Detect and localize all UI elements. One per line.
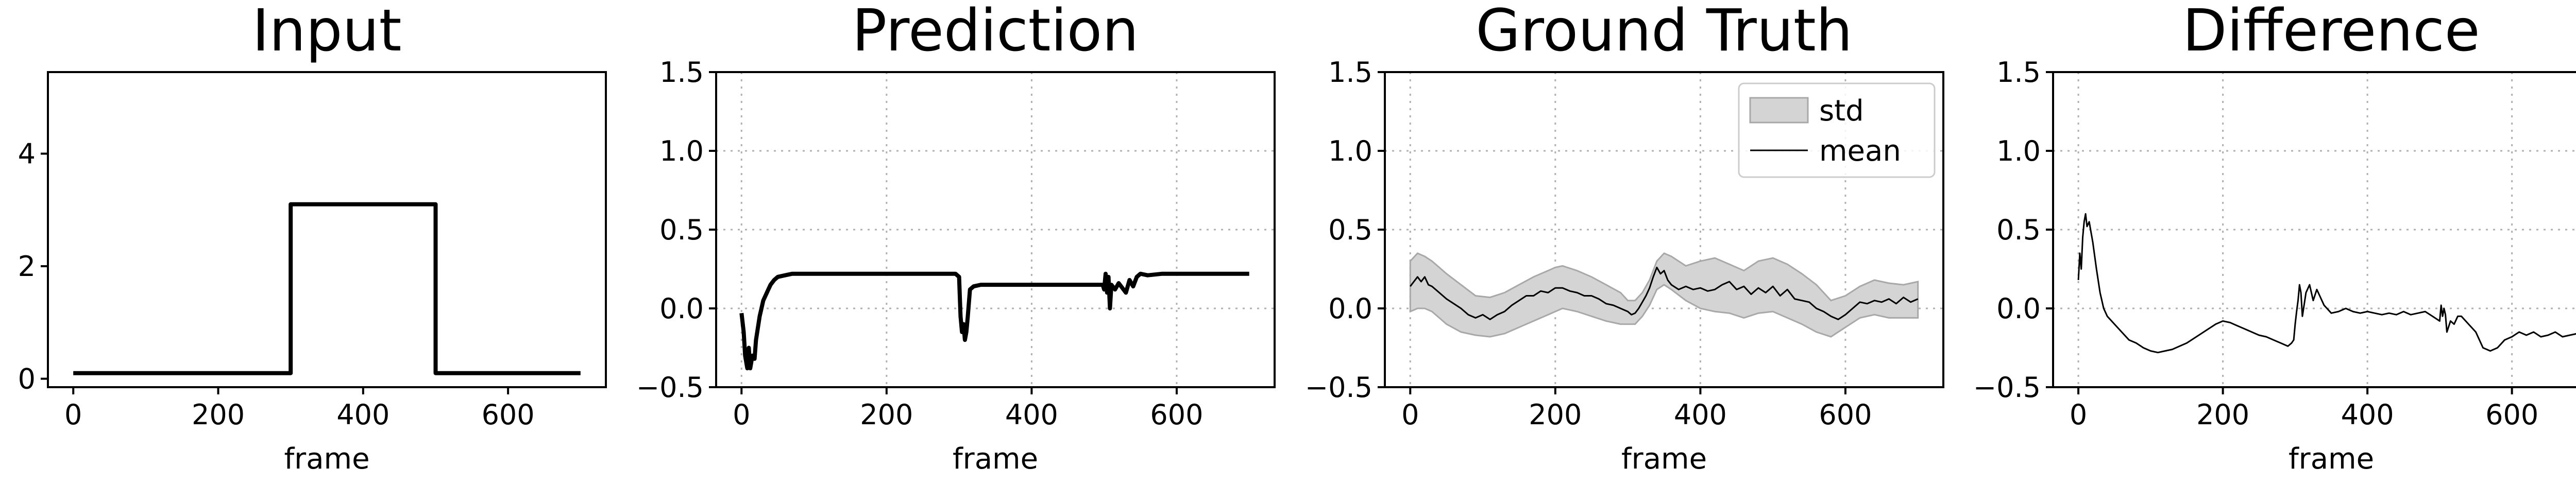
x-tick-label: 600 [2485, 399, 2538, 431]
x-tick-label: 600 [482, 399, 535, 431]
chart-panel-3: 0 200 400 600 −0.5 0.0 0.5 1.0 1.5 Ground Truth fr… [1305, 0, 1944, 476]
chart-title: Prediction [852, 0, 1139, 64]
x-tick-label: 400 [2341, 399, 2394, 431]
chart-title: Input [252, 0, 401, 64]
y-tick-label: 0 [18, 363, 36, 395]
x-axis-label: frame [2289, 442, 2374, 476]
plot-frame [715, 71, 1276, 388]
y-tick-label: 0.0 [1996, 292, 2041, 325]
x-tick-label: 400 [1005, 399, 1058, 431]
legend-std-swatch [1749, 97, 1809, 124]
chart-panel-4: 0 200 400 600 −0.5 0.0 0.5 1.0 1.5 Difference fram… [1973, 0, 2576, 476]
data-line [739, 271, 1249, 371]
chart-panel-2: 0 200 400 600 −0.5 0.0 0.5 1.0 1.5 Prediction fram… [636, 0, 1276, 476]
chart-panel-1: 0 200 400 600 0 2 4 Input frame [18, 0, 607, 476]
y-tick-label: −0.5 [1973, 371, 2041, 404]
data-line [73, 202, 581, 375]
y-tick-label: 1.0 [1328, 135, 1372, 167]
legend-label-mean: mean [1819, 134, 1901, 168]
y-tick-label: 0.5 [659, 214, 704, 246]
chart-title: Difference [2182, 0, 2480, 64]
y-tick-label: 0.0 [1328, 292, 1372, 325]
y-tick-label: 0.5 [1996, 214, 2041, 246]
x-axis-label: frame [1621, 442, 1707, 476]
y-tick-label: 2 [18, 250, 36, 283]
y-tick-label: 1.5 [659, 56, 704, 89]
x-axis-label: frame [284, 442, 369, 476]
y-tick-label: 1.0 [659, 135, 704, 167]
x-tick-label: 200 [2196, 399, 2249, 431]
x-axis-label: frame [953, 442, 1038, 476]
x-tick-label: 0 [1401, 399, 1419, 431]
x-tick-label: 200 [1529, 399, 1582, 431]
legend-label-std: std [1819, 94, 1864, 128]
legend: std mean [1738, 82, 1936, 178]
x-tick-label: 600 [1819, 399, 1872, 431]
x-tick-label: 400 [336, 399, 389, 431]
x-tick-label: 600 [1150, 399, 1203, 431]
mean-line [1410, 266, 1919, 320]
y-tick-label: 1.0 [1996, 135, 2041, 167]
y-tick-label: 1.5 [1328, 56, 1372, 89]
x-tick-label: 0 [733, 399, 750, 431]
chart-title: Ground Truth [1476, 0, 1852, 64]
x-tick-label: 400 [1674, 399, 1727, 431]
x-tick-label: 200 [860, 399, 913, 431]
y-tick-label: 4 [18, 137, 36, 170]
x-tick-label: 0 [64, 399, 82, 431]
data-line [2077, 213, 2576, 354]
y-tick-label: −0.5 [636, 371, 704, 404]
y-tick-label: 0.5 [1328, 214, 1372, 246]
x-tick-label: 200 [192, 399, 245, 431]
plot-frame [47, 71, 607, 388]
x-tick-label: 0 [2070, 399, 2087, 431]
y-tick-label: 1.5 [1996, 56, 2041, 89]
std-band [1409, 252, 1919, 338]
y-tick-label: −0.5 [1305, 371, 1372, 404]
y-tick-label: 0.0 [659, 292, 704, 325]
